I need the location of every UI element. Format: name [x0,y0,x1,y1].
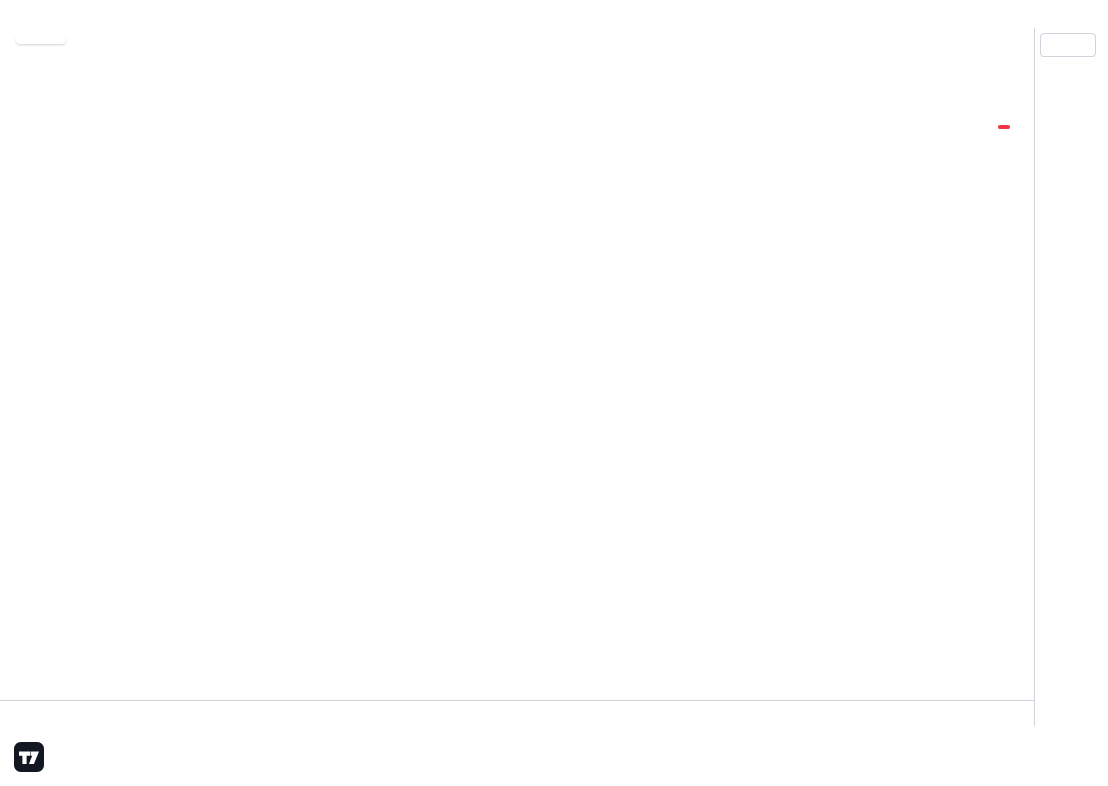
symbol-info-bar[interactable] [16,36,66,44]
footer-brand [14,742,53,772]
currency-button[interactable] [1040,33,1096,57]
symbol-price-tag [998,125,1010,129]
chart-canvas[interactable] [0,28,1034,701]
time-axis[interactable] [0,700,1034,727]
price-axis-column[interactable] [1034,28,1108,726]
tradingview-logo-icon [14,742,44,772]
